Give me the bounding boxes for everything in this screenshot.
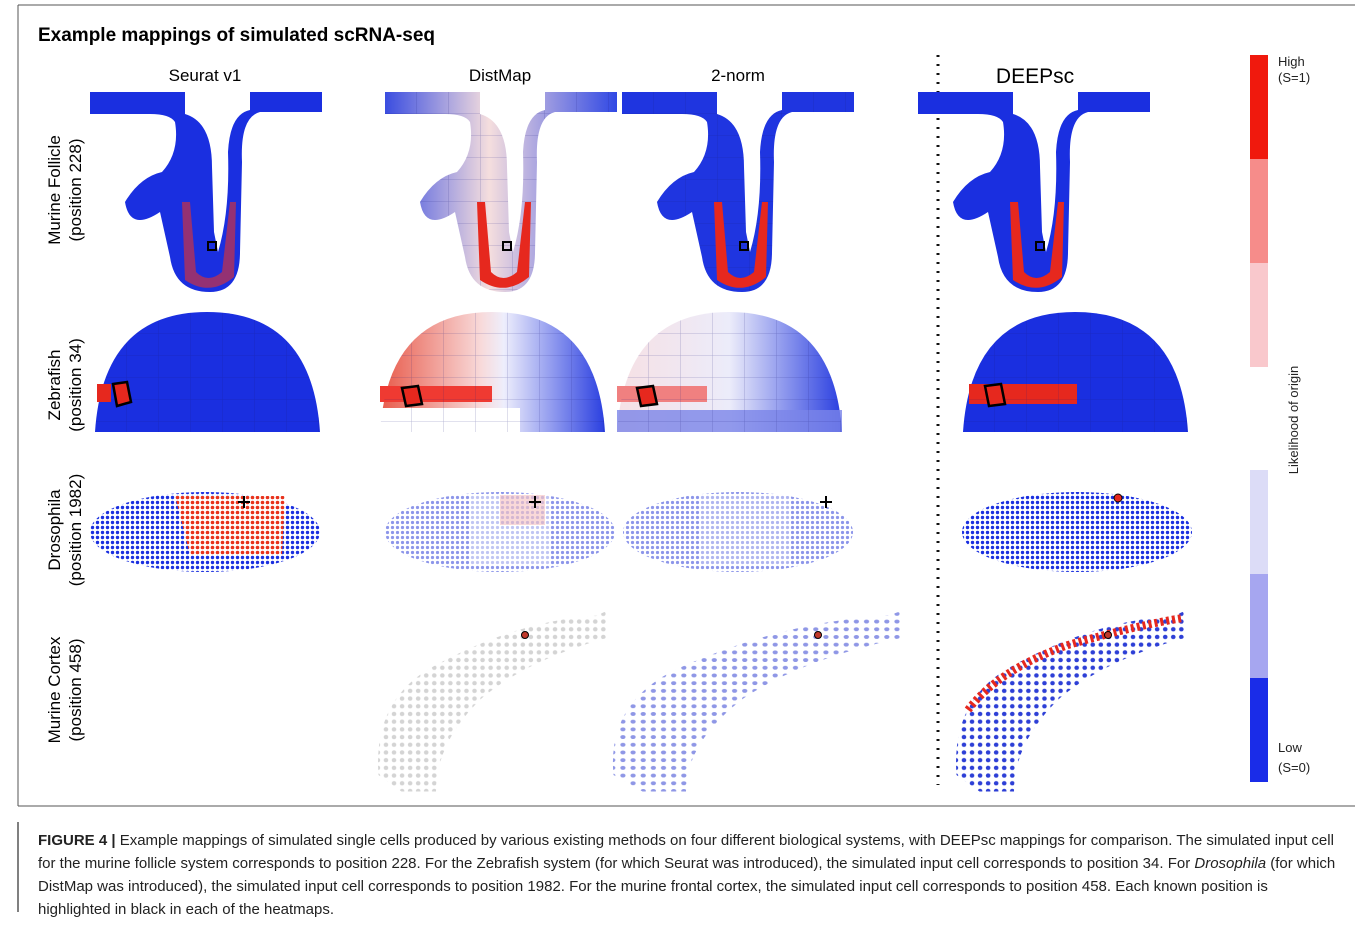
- column-header: Seurat v1: [169, 66, 242, 85]
- row-position: (position 228): [66, 138, 85, 241]
- cortex-map: [956, 610, 1187, 792]
- cortex-map: [378, 610, 609, 792]
- colorbar-high-note: (S=1): [1278, 70, 1310, 85]
- caption-text: Example mappings of simulated single cel…: [38, 832, 1334, 872]
- frame: [17, 4, 1355, 807]
- row-label: Zebrafish: [45, 350, 64, 421]
- zebrafish-map: [380, 312, 605, 432]
- caption: FIGURE 4 | Example mappings of simulated…: [38, 829, 1338, 921]
- zebrafish-map: [963, 312, 1188, 432]
- figure-title: Example mappings of simulated scRNA-seq: [38, 25, 435, 46]
- caption-italic: Drosophila: [1194, 855, 1267, 872]
- row-position: (position 34): [66, 338, 85, 432]
- column-header: 2-norm: [711, 66, 765, 85]
- zebrafish-map: [95, 312, 320, 432]
- drosophila-map: [623, 492, 853, 572]
- follicle-map: [90, 92, 322, 292]
- drosophila-map: [962, 492, 1192, 572]
- drosophila-map: [385, 492, 615, 572]
- colorbar: [1250, 55, 1268, 782]
- zebrafish-map: [617, 312, 842, 432]
- row-label: Murine Follicle: [45, 135, 64, 245]
- column-header: DEEPsc: [996, 65, 1074, 88]
- caption-text: (for which DistMap was introduced), the …: [38, 855, 1336, 918]
- colorbar-low: Low: [1278, 740, 1302, 755]
- follicle-map: [918, 92, 1150, 292]
- colorbar-low-note: (S=0): [1278, 760, 1310, 775]
- caption-label: FIGURE 4 |: [38, 832, 116, 849]
- colorbar-label: Likelihood of origin: [1286, 366, 1301, 474]
- colorbar-high: High: [1278, 54, 1305, 69]
- row-label: Drosophila: [45, 489, 64, 571]
- row-label: Murine Cortex: [45, 636, 64, 743]
- cortex-map: [612, 610, 904, 792]
- row-position: (position 458): [66, 638, 85, 741]
- follicle-map: [385, 92, 617, 292]
- drosophila-map: [90, 492, 320, 572]
- column-header: DistMap: [469, 66, 531, 85]
- follicle-map: [622, 92, 854, 292]
- row-position: (position 1982): [66, 474, 85, 586]
